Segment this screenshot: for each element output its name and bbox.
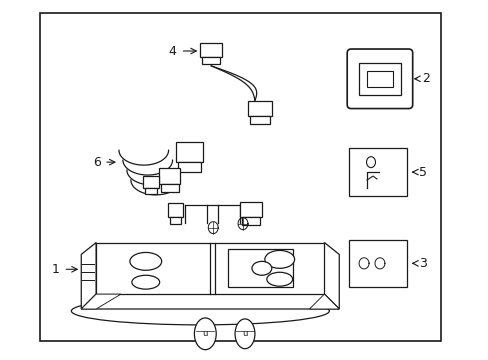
Bar bbox=[348, 239, 406, 287]
Bar bbox=[169, 217, 181, 224]
Polygon shape bbox=[81, 294, 121, 309]
Bar bbox=[348, 148, 406, 196]
Polygon shape bbox=[309, 294, 339, 309]
Bar bbox=[177, 162, 201, 172]
Bar bbox=[358, 63, 400, 95]
Ellipse shape bbox=[266, 272, 292, 286]
Text: 1: 1 bbox=[51, 263, 60, 276]
Bar bbox=[247, 100, 271, 117]
Bar bbox=[242, 217, 259, 225]
Text: 2: 2 bbox=[422, 72, 429, 85]
Ellipse shape bbox=[132, 275, 160, 289]
Bar bbox=[228, 249, 292, 287]
Bar bbox=[249, 117, 269, 125]
Polygon shape bbox=[96, 243, 324, 294]
Polygon shape bbox=[324, 243, 339, 309]
Ellipse shape bbox=[251, 261, 271, 275]
Ellipse shape bbox=[71, 297, 328, 325]
Ellipse shape bbox=[235, 319, 254, 349]
Bar bbox=[40, 13, 441, 341]
Ellipse shape bbox=[130, 252, 162, 270]
Text: 4: 4 bbox=[168, 45, 176, 58]
Bar bbox=[158, 168, 180, 184]
Text: 5: 5 bbox=[418, 166, 426, 179]
Text: 3: 3 bbox=[418, 257, 426, 270]
Text: 6: 6 bbox=[93, 156, 101, 168]
Ellipse shape bbox=[194, 318, 216, 350]
Bar bbox=[161, 184, 178, 192]
Bar bbox=[144, 188, 156, 194]
Ellipse shape bbox=[366, 157, 375, 168]
Polygon shape bbox=[81, 243, 96, 309]
Text: u: u bbox=[202, 329, 207, 338]
FancyBboxPatch shape bbox=[346, 49, 412, 109]
Bar bbox=[200, 43, 222, 57]
Ellipse shape bbox=[264, 251, 294, 268]
Bar bbox=[240, 202, 262, 217]
Bar bbox=[366, 71, 392, 87]
Bar bbox=[142, 176, 158, 188]
Bar bbox=[175, 142, 203, 162]
Text: u: u bbox=[242, 329, 247, 338]
Polygon shape bbox=[81, 294, 339, 309]
Bar bbox=[167, 203, 183, 217]
Bar bbox=[202, 57, 220, 64]
